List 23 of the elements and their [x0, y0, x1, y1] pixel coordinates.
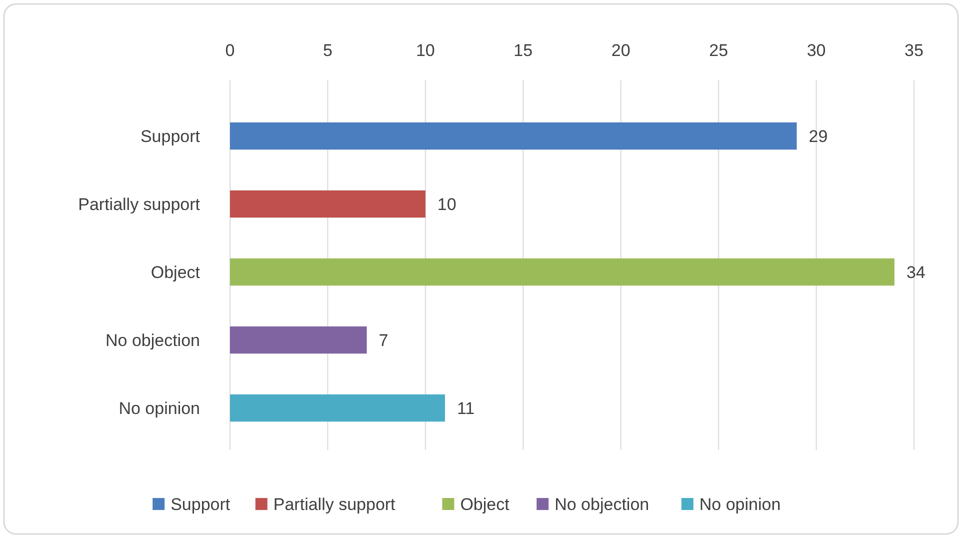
- x-tick-label: 10: [416, 41, 435, 60]
- data-label: 7: [378, 331, 388, 350]
- x-tick-label: 20: [611, 41, 630, 60]
- y-tick-label: Support: [140, 127, 200, 146]
- x-tick-label: 0: [225, 41, 235, 60]
- y-tick-label: Object: [150, 263, 200, 282]
- x-tick-label: 35: [904, 41, 924, 60]
- x-tick-label: 5: [322, 41, 332, 60]
- x-tick-label: 30: [806, 41, 826, 60]
- y-tick-label: No objection: [105, 331, 200, 350]
- data-label: 34: [906, 263, 926, 282]
- legend-label: Partially support: [273, 495, 396, 514]
- x-tick-label: 15: [514, 41, 533, 60]
- legend-label: Object: [460, 495, 510, 514]
- legend-label: Support: [170, 495, 230, 514]
- data-label: 29: [808, 127, 828, 146]
- y-tick-label: Partially support: [78, 195, 200, 214]
- data-label: 11: [456, 399, 475, 418]
- data-label: 10: [437, 195, 456, 214]
- legend-label: No opinion: [699, 495, 781, 514]
- x-tick-label: 25: [709, 41, 728, 60]
- y-tick-label: No opinion: [118, 399, 200, 418]
- legend-label: No objection: [554, 495, 650, 514]
